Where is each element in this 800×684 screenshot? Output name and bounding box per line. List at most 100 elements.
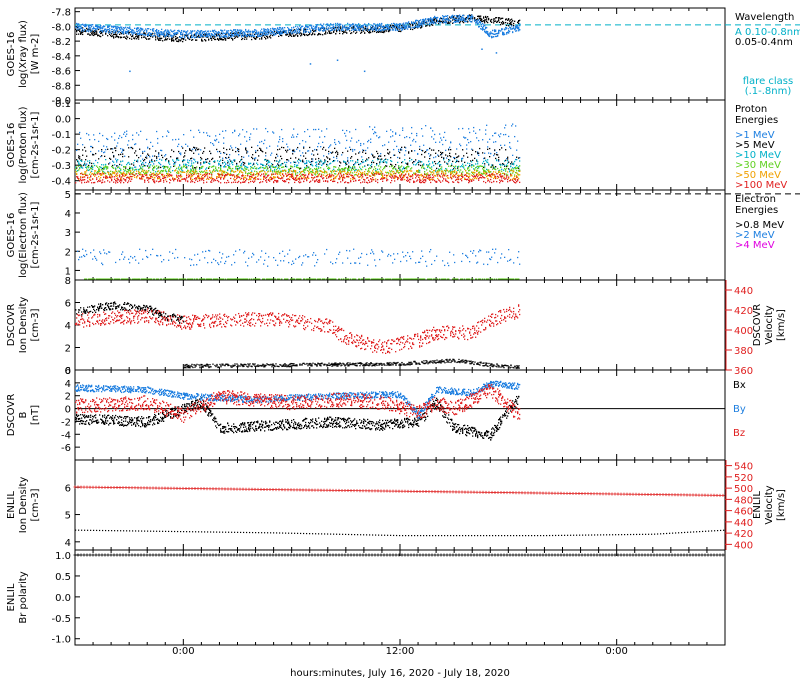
data-point (409, 158, 410, 159)
data-point (440, 164, 441, 165)
data-point (91, 30, 92, 31)
data-point (467, 163, 468, 164)
data-point (458, 161, 459, 162)
data-point (438, 23, 439, 24)
data-point (198, 130, 199, 131)
data-point (434, 134, 435, 135)
data-point (442, 152, 443, 153)
data-point (148, 163, 149, 164)
data-point (493, 36, 494, 37)
data-point (171, 37, 172, 38)
data-point (482, 23, 483, 24)
data-point (458, 21, 459, 22)
data-point (319, 161, 320, 162)
data-point (447, 17, 448, 18)
data-point (443, 137, 444, 138)
data-point (417, 154, 418, 155)
data-point (132, 169, 133, 170)
data-point (270, 167, 271, 168)
data-point (185, 144, 186, 145)
data-point (142, 29, 143, 30)
data-point (177, 37, 178, 38)
data-point (217, 170, 218, 171)
data-point (516, 30, 517, 31)
data-point (370, 142, 371, 143)
data-point (300, 161, 301, 162)
data-point (298, 162, 299, 163)
data-point (172, 170, 173, 171)
data-point (465, 165, 466, 166)
data-point (518, 27, 519, 28)
data-point (295, 157, 296, 158)
data-point (508, 32, 509, 33)
data-point (505, 169, 506, 170)
data-point (149, 174, 150, 175)
data-point (497, 35, 498, 36)
data-point (114, 133, 115, 134)
data-point (363, 143, 364, 144)
data-point (77, 25, 78, 26)
data-point (130, 172, 131, 173)
data-point (428, 165, 429, 166)
data-point (90, 151, 91, 152)
data-point (89, 163, 90, 164)
data-point (209, 136, 210, 137)
data-point (198, 154, 199, 155)
data-point (147, 147, 148, 148)
data-point (347, 161, 348, 162)
data-point (335, 152, 336, 153)
data-point (469, 163, 470, 164)
data-point (333, 24, 334, 25)
data-point (424, 171, 425, 172)
data-point (421, 154, 422, 155)
data-point (185, 150, 186, 151)
data-point (202, 40, 203, 41)
data-point (229, 34, 230, 35)
data-point (232, 38, 233, 39)
data-point (129, 164, 130, 165)
data-point (191, 34, 192, 35)
y-tick-label: -8.6 (51, 67, 71, 78)
data-point (82, 155, 83, 156)
data-point (266, 29, 267, 30)
data-point (431, 169, 432, 170)
data-point (109, 34, 110, 35)
data-point (144, 151, 145, 152)
data-point (297, 160, 298, 161)
data-point (140, 131, 141, 132)
data-point (115, 158, 116, 159)
data-point (125, 167, 126, 168)
data-point (305, 169, 306, 170)
data-point (104, 151, 105, 152)
data-point (286, 166, 287, 167)
data-point (193, 153, 194, 154)
data-point (123, 171, 124, 172)
data-point (402, 161, 403, 162)
data-point (390, 157, 391, 158)
data-point (316, 28, 317, 29)
data-point (354, 149, 355, 150)
data-point (415, 21, 416, 22)
data-point (477, 168, 478, 169)
data-point (140, 160, 141, 161)
data-point (210, 31, 211, 32)
data-point (439, 133, 440, 134)
data-point (85, 150, 86, 151)
data-point (259, 34, 260, 35)
data-point (320, 167, 321, 168)
data-point (265, 167, 266, 168)
data-point (299, 143, 300, 144)
data-point (106, 31, 107, 32)
data-point (170, 166, 171, 167)
data-point (349, 131, 350, 132)
data-point (105, 173, 106, 174)
data-point (158, 152, 159, 153)
data-point (411, 127, 412, 128)
data-point (97, 162, 98, 163)
data-point (149, 38, 150, 39)
data-point (487, 141, 488, 142)
data-point (255, 39, 256, 40)
data-point (179, 31, 180, 32)
data-point (497, 154, 498, 155)
data-point (324, 29, 325, 30)
